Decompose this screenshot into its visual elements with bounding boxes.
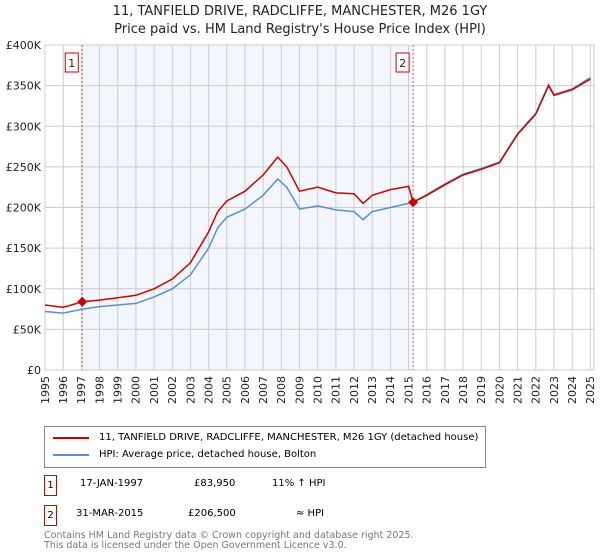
- x-tick-label: 2010: [312, 376, 325, 404]
- x-tick-label: 1999: [112, 376, 125, 404]
- x-tick-label: 1996: [57, 376, 70, 404]
- sale-point-marker: [408, 197, 419, 208]
- x-tick-label: 2009: [293, 376, 306, 404]
- footer: Contains HM Land Registry data © Crown c…: [44, 531, 414, 551]
- x-tick-label: 2002: [166, 376, 179, 404]
- footer-licence: This data is licensed under the Open Gov…: [44, 540, 347, 551]
- x-tick-label: 2001: [148, 376, 161, 404]
- x-tick-label: 2014: [384, 376, 397, 404]
- transaction-number: 1: [44, 475, 57, 496]
- x-tick-label: 2021: [511, 376, 524, 404]
- x-tick-label: 2000: [130, 376, 143, 404]
- y-tick-label: £300K: [6, 120, 42, 133]
- x-tick-label: 1995: [39, 376, 52, 404]
- y-tick-label: £250K: [6, 161, 42, 174]
- transaction-date: 31-MAR-2015: [76, 508, 144, 519]
- y-tick-label: £200K: [6, 202, 42, 215]
- y-tick-label: £0: [27, 364, 41, 377]
- x-tick-label: 2005: [221, 376, 234, 404]
- legend-item-hpi: HPI: Average price, detached house, Bolt…: [53, 449, 316, 460]
- transaction-date: 17-JAN-1997: [80, 478, 144, 489]
- x-tick-label: 2004: [202, 376, 215, 404]
- y-tick-label: £50K: [13, 323, 42, 336]
- x-tick-label: 2011: [330, 376, 343, 404]
- marker-label: 2: [399, 57, 406, 70]
- x-tick-label: 2019: [475, 376, 488, 404]
- y-tick-label: £100K: [6, 283, 42, 296]
- legend-label: HPI: Average price, detached house, Bolt…: [99, 449, 317, 460]
- x-tick-label: 2024: [566, 376, 579, 404]
- x-tick-label: 2006: [239, 376, 252, 404]
- x-tick-label: 2020: [493, 376, 506, 404]
- y-tick-label: £400K: [6, 39, 42, 52]
- footer-copyright: Contains HM Land Registry data © Crown c…: [44, 530, 414, 541]
- transaction-price: £83,950: [194, 478, 236, 489]
- transaction-hpi: ≈ HPI: [296, 508, 325, 519]
- price-chart: 1995 1996 1997 1998 1999 2000 2001 2002 2003 2004…: [6, 39, 597, 404]
- chart-title: 11, TANFIELD DRIVE, RADCLIFFE, MANCHESTE…: [112, 4, 488, 19]
- x-tick-label: 1998: [93, 376, 106, 404]
- y-tick-label: £350K: [6, 80, 42, 93]
- series-line: [44, 78, 591, 309]
- x-tick-label: 2025: [584, 376, 597, 404]
- x-tick-label: 2003: [184, 376, 197, 404]
- x-tick-label: 2013: [366, 376, 379, 404]
- legend-swatch: [53, 453, 89, 456]
- legend-label: 11, TANFIELD DRIVE, RADCLIFFE, MANCHESTE…: [99, 432, 479, 443]
- transaction-number: 2: [44, 505, 57, 526]
- x-tick-label: 2022: [530, 376, 543, 404]
- x-tick-label: 2018: [457, 376, 470, 404]
- x-tick-label: 2007: [257, 376, 270, 404]
- legend-item-property: 11, TANFIELD DRIVE, RADCLIFFE, MANCHESTE…: [53, 432, 478, 443]
- plot-border: [44, 44, 595, 371]
- x-tick-label: 2012: [348, 376, 361, 404]
- marker-label-box: [395, 52, 410, 73]
- y-tick-label: £150K: [6, 242, 42, 255]
- marker-label-box: [64, 52, 79, 73]
- transaction-hpi: 11% ↑ HPI: [272, 478, 326, 489]
- legend: 11, TANFIELD DRIVE, RADCLIFFE, MANCHESTE…: [44, 426, 486, 468]
- x-tick-label: 2015: [402, 376, 415, 404]
- x-tick-label: 2017: [439, 376, 452, 404]
- sale-point-marker: [77, 296, 88, 307]
- x-tick-label: 2016: [421, 376, 434, 404]
- marker-label: 1: [68, 57, 75, 70]
- legend-swatch: [53, 436, 89, 439]
- chart-subtitle: Price paid vs. HM Land Registry's House …: [114, 22, 486, 37]
- x-tick-label: 2023: [548, 376, 561, 404]
- x-tick-label: 1997: [75, 376, 88, 404]
- x-tick-label: 2008: [275, 376, 288, 404]
- transaction-price: £206,500: [188, 508, 236, 519]
